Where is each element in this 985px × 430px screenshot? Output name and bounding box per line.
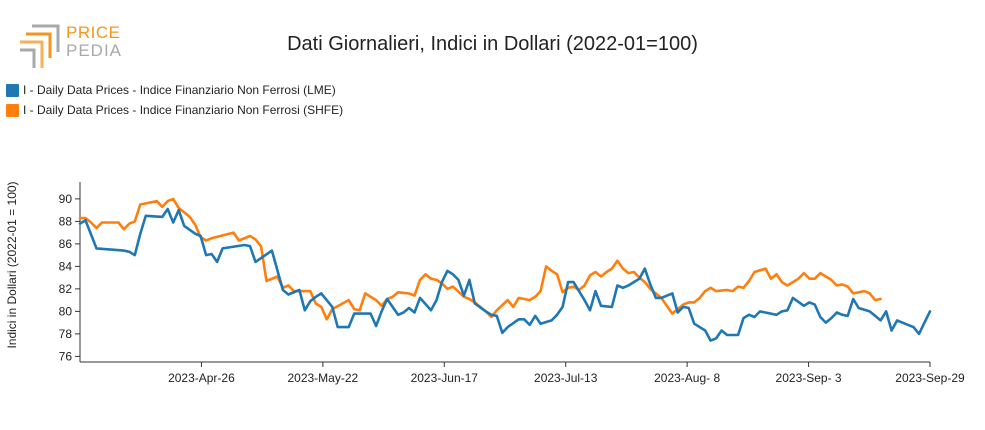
x-tick-label: 2023-Apr-26 (168, 371, 235, 385)
legend-item-shfe[interactable]: I - Daily Data Prices - Indice Finanziar… (6, 100, 343, 120)
y-axis-label: Indici in Dollari (2022-01 = 100) (5, 181, 19, 348)
y-tick-label: 84 (59, 259, 73, 273)
x-tick-label: 2023-Sep- 3 (776, 371, 842, 385)
y-tick-label: 76 (59, 349, 73, 363)
chart-axes: 76 78 80 82 84 86 88 90 2023-Apr-26 2023-May-22 20… (59, 182, 965, 385)
y-tick-label: 90 (59, 192, 73, 206)
y-tick-label: 88 (59, 214, 73, 228)
legend-swatch-lme (6, 83, 19, 97)
x-tick-label: 2023-May-22 (287, 371, 358, 385)
chart-title: Dati Giornalieri, Indici in Dollari (202… (287, 33, 698, 55)
pricepedia-logo: PRICE PEDIA (18, 22, 128, 72)
y-tick-label: 82 (59, 282, 73, 296)
series-line-lme (78, 207, 932, 342)
x-tick-label: 2023-Jul-13 (534, 371, 598, 385)
series-line-shfe (78, 197, 882, 321)
x-tick-label: 2023-Sep-29 (895, 371, 965, 385)
y-tick-label: 80 (59, 304, 73, 318)
x-tick-label: 2023-Aug- 8 (654, 371, 720, 385)
logo-text-pedia: PEDIA (66, 41, 123, 60)
y-tick-label: 78 (59, 327, 73, 341)
legend-label-lme: I - Daily Data Prices - Indice Finanziar… (23, 83, 336, 97)
chart-series-lines (78, 197, 932, 342)
logo-mark-icon (20, 24, 60, 68)
legend-item-lme[interactable]: I - Daily Data Prices - Indice Finanziar… (6, 80, 343, 100)
y-tick-label: 86 (59, 237, 73, 251)
legend-swatch-shfe (6, 103, 19, 117)
chart-legend: I - Daily Data Prices - Indice Finanziar… (6, 80, 343, 120)
x-tick-label: 2023-Jun-17 (411, 371, 479, 385)
logo-text-price: PRICE (66, 23, 121, 42)
legend-label-shfe: I - Daily Data Prices - Indice Finanziar… (23, 103, 344, 117)
